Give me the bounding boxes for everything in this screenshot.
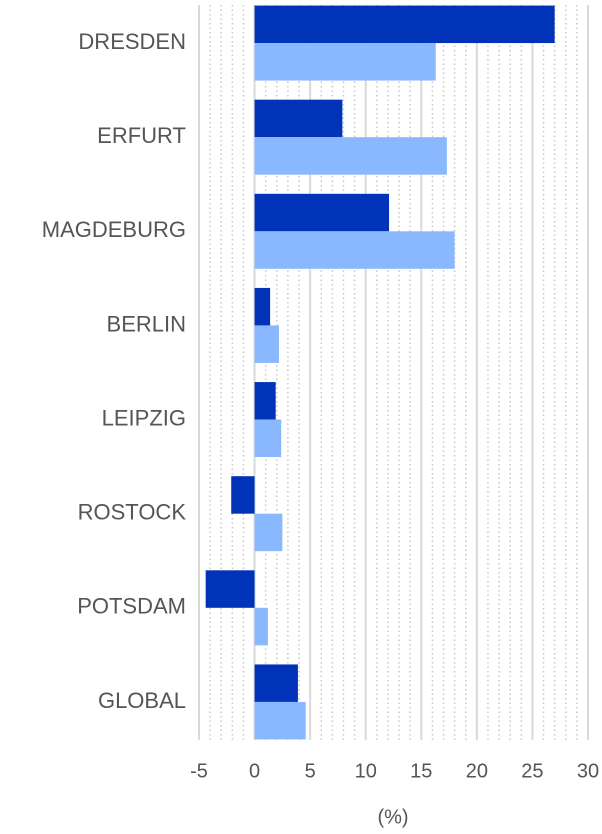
x-axis-label: (%) <box>377 806 408 828</box>
x-tick-label: 20 <box>466 760 488 782</box>
y-tick-label: LEIPZIG <box>102 405 186 430</box>
bar <box>254 325 280 363</box>
bar <box>254 99 343 138</box>
x-tick-label: 0 <box>249 760 260 782</box>
x-tick-label: 10 <box>355 760 377 782</box>
y-tick-label: ROSTOCK <box>78 500 187 525</box>
x-tick-label: 15 <box>410 760 432 782</box>
y-tick-label: POTSDAM <box>77 594 186 619</box>
x-tick-label: 25 <box>521 760 543 782</box>
bar <box>254 701 306 740</box>
x-tick-label: -5 <box>190 760 208 782</box>
bar <box>254 513 283 552</box>
x-tick-label: 30 <box>577 760 599 782</box>
bar <box>254 664 298 702</box>
bar <box>231 476 255 514</box>
bar <box>205 570 255 608</box>
x-tick-label: 5 <box>305 760 316 782</box>
bar <box>254 287 271 326</box>
y-tick-label: BERLIN <box>107 311 186 336</box>
y-tick-label: MAGDEBURG <box>42 217 186 242</box>
bar <box>254 419 282 458</box>
bar <box>254 382 276 420</box>
bar <box>254 43 436 81</box>
bar <box>254 231 455 269</box>
bar <box>254 607 268 646</box>
y-tick-label: ERFURT <box>97 123 186 148</box>
y-tick-label: DRESDEN <box>78 29 186 54</box>
bar <box>254 193 390 232</box>
y-tick-label: GLOBAL <box>98 688 186 713</box>
bar <box>254 137 447 175</box>
bar <box>254 5 555 44</box>
